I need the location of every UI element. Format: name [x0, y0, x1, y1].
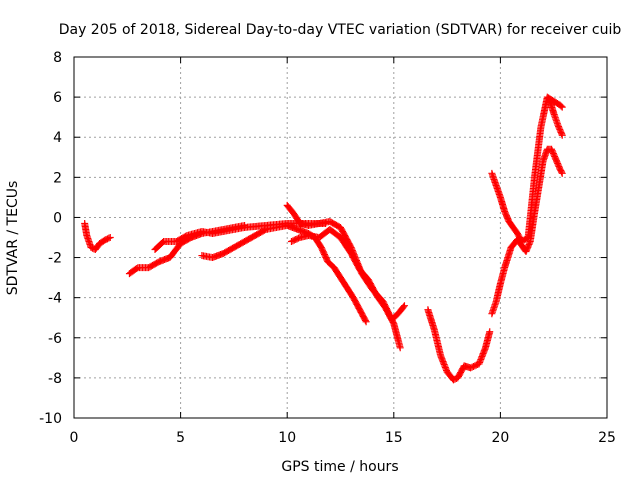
series-track-g	[424, 306, 494, 384]
x-tick-label: 0	[70, 430, 79, 446]
data-point	[558, 168, 566, 176]
series-track-e	[283, 201, 404, 352]
data-point	[400, 302, 408, 310]
y-tick-label: -4	[48, 291, 62, 307]
data-point	[558, 103, 566, 111]
data-point	[361, 316, 369, 324]
plot-frame	[73, 56, 608, 419]
data-points	[81, 93, 566, 384]
chart-title: Day 205 of 2018, Sidereal Day-to-day VTE…	[59, 22, 622, 38]
data-point	[106, 234, 114, 241]
data-point	[400, 303, 408, 311]
grid	[74, 57, 607, 418]
x-tick-label: 10	[278, 430, 296, 446]
x-axis-label: GPS time / hours	[281, 459, 398, 475]
data-point	[396, 344, 404, 352]
y-tick-label: -6	[48, 331, 62, 347]
y-axis-label: SDTVAR / TECUs	[5, 181, 21, 296]
data-point	[558, 131, 566, 139]
data-point	[526, 239, 534, 247]
y-tick-label: -2	[48, 251, 62, 267]
data-point	[558, 169, 566, 177]
y-tick-label: 2	[53, 170, 62, 186]
y-tick-label: 8	[53, 50, 62, 66]
data-point	[557, 102, 565, 110]
x-tick-label: 20	[491, 430, 509, 446]
y-tick-label: 6	[53, 90, 62, 106]
y-tick-label: 0	[53, 210, 62, 226]
axis-ticks: 0 5 10 15 20 25 -10 -8 -6 -4 -2 0 2 4 6 8	[39, 50, 616, 446]
data-point	[105, 234, 113, 242]
x-tick-label: 25	[598, 430, 616, 446]
series-track-j	[545, 95, 566, 139]
y-tick-label: 4	[53, 130, 62, 146]
y-tick-label: -8	[48, 371, 62, 387]
series-track-a	[81, 219, 114, 254]
y-tick-label: -10	[39, 411, 62, 427]
series-track-i	[488, 93, 566, 246]
data-point	[486, 328, 494, 336]
data-point	[362, 318, 370, 326]
series-track-f	[287, 225, 408, 324]
data-point	[558, 130, 566, 138]
x-tick-label: 15	[385, 430, 403, 446]
x-tick-label: 5	[176, 430, 185, 446]
